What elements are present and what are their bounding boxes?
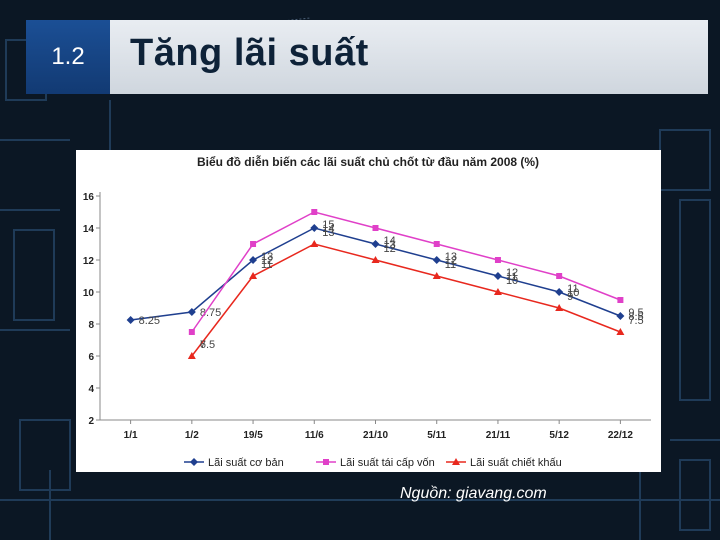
y-tick-label: 6: [88, 352, 94, 363]
legend-marker-3: [452, 458, 460, 465]
x-tick-label: 1/1: [124, 430, 138, 441]
x-tick-label: 1/2: [185, 430, 199, 441]
x-tick-label: 19/5: [243, 430, 263, 441]
chart-title: Biểu đồ diễn biến các lãi suất chủ chốt …: [197, 154, 539, 169]
data-point-series-1: [493, 272, 502, 280]
data-point-series-3: [616, 328, 625, 335]
data-label-series-1: 13: [384, 239, 396, 251]
data-label-series-3: 10: [506, 275, 518, 287]
y-tick-label: 16: [83, 192, 95, 203]
data-point-series-3: [432, 272, 441, 279]
series-line-2: [191, 211, 621, 333]
data-label-series-2: 13: [261, 251, 273, 263]
data-point-series-1: [310, 224, 319, 232]
data-point-series-1: [187, 308, 196, 316]
data-point-series-2: [617, 297, 624, 303]
data-point-series-3: [555, 304, 564, 311]
data-point-series-2: [250, 241, 257, 247]
chart-panel: Biểu đồ diễn biến các lãi suất chủ chốt …: [76, 150, 661, 472]
data-point-series-3: [371, 256, 380, 263]
x-tick-label: 5/11: [427, 430, 446, 441]
data-point-series-3: [187, 352, 196, 359]
data-point-series-1: [432, 256, 441, 264]
data-label-series-3: 11: [261, 259, 272, 271]
data-label-series-3: 13: [322, 227, 334, 239]
x-tick-label: 21/11: [486, 430, 511, 441]
data-label-series-1: 8.5: [628, 311, 643, 323]
data-label-series-3: 12: [384, 243, 396, 255]
data-point-series-1: [249, 256, 258, 264]
data-point-series-2: [433, 241, 440, 247]
data-label-series-1: 14: [322, 223, 334, 235]
data-label-series-2: 14: [384, 235, 396, 247]
data-label-series-1: 11: [506, 271, 517, 283]
line-chart: Biểu đồ diễn biến các lãi suất chủ chốt …: [83, 154, 651, 469]
data-label-series-1: 12: [445, 255, 457, 267]
legend-marker-2: [323, 459, 329, 465]
data-label-series-2: 9.5: [628, 307, 643, 319]
slide-number: 1.2: [26, 20, 110, 94]
data-point-series-3: [310, 240, 319, 247]
data-point-series-3: [493, 288, 502, 295]
data-point-series-2: [311, 209, 318, 215]
y-tick-label: 4: [88, 384, 94, 395]
series-line-3: [191, 243, 621, 357]
data-point-series-1: [555, 288, 564, 296]
data-point-series-1: [616, 312, 625, 320]
data-label-series-1: 12: [261, 255, 273, 267]
data-label-series-1: 10: [567, 287, 579, 299]
legend-label-2: Lãi suất tái cấp vốn: [340, 457, 435, 469]
y-tick-label: 10: [83, 288, 95, 299]
data-label-series-3: 11: [445, 259, 456, 271]
data-label-series-1: 8.25: [139, 315, 160, 327]
x-tick-label: 11/6: [305, 430, 324, 441]
data-point-series-2: [494, 257, 501, 263]
slide-title: Tăng lãi suất: [130, 32, 369, 74]
data-label-series-2: 15: [322, 219, 334, 231]
title-banner: Tăng lãi suất: [110, 20, 708, 94]
legend-label-3: Lãi suất chiết khấu: [470, 457, 562, 469]
source-note: Nguồn: giavang.com: [400, 485, 547, 502]
data-label-series-2: 13: [445, 251, 457, 263]
legend-marker-1: [190, 458, 198, 466]
data-label-series-1: 8.75: [200, 307, 221, 319]
x-tick-label: 22/12: [608, 430, 633, 441]
data-label-series-2: 12: [506, 267, 518, 279]
data-point-series-2: [188, 329, 195, 335]
data-point-series-1: [371, 240, 380, 248]
data-label-series-2: 11: [567, 283, 578, 295]
data-point-series-3: [249, 272, 258, 279]
x-tick-label: 5/12: [549, 430, 569, 441]
y-tick-label: 8: [88, 320, 94, 331]
y-tick-label: 14: [83, 224, 95, 235]
y-tick-label: 2: [88, 416, 94, 427]
data-point-series-2: [556, 273, 563, 279]
data-point-series-2: [372, 225, 379, 231]
data-point-series-1: [126, 316, 135, 324]
data-label-series-3: 7.5: [628, 315, 643, 327]
x-tick-label: 21/10: [363, 430, 388, 441]
data-label-series-2: 7.5: [200, 339, 215, 351]
legend-label-1: Lãi suất cơ bản: [208, 457, 284, 469]
data-label-series-3: 6: [200, 339, 206, 351]
y-tick-label: 12: [83, 256, 95, 267]
data-label-series-3: 9: [567, 291, 573, 303]
